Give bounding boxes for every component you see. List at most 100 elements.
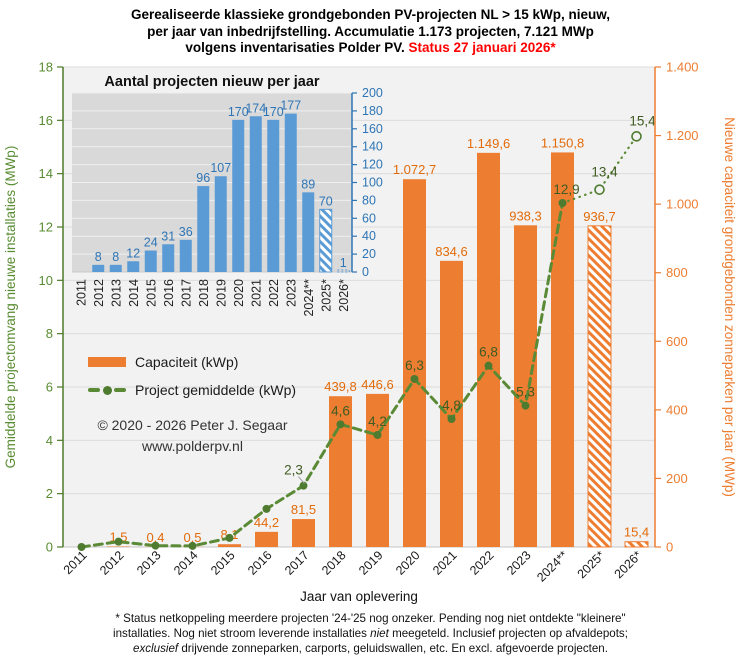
inset-x-axis-tick-label: 2023: [284, 279, 298, 307]
x-axis-tick-label: 2012: [97, 548, 127, 578]
inset-y-axis-tick-label: 60: [362, 211, 376, 225]
inset-x-axis-tick-label: 2020: [232, 279, 246, 307]
inset-x-axis-tick-label: 2015: [144, 279, 158, 307]
line-label: 6,3: [405, 358, 424, 373]
capacity-bar: [329, 396, 352, 547]
capacity-bar: [477, 152, 500, 547]
line-marker: [410, 375, 419, 383]
inset-bar: [109, 264, 122, 272]
capacity-bar-label: 0,4: [146, 530, 164, 545]
x-axis-tick-label: 2025*: [575, 548, 608, 581]
line-label: 12,9: [553, 182, 579, 197]
chart-title-line2: per jaar van inbedrijfstelling. Accumula…: [147, 23, 594, 39]
copyright-line1: © 2020 - 2026 Peter J. Segaar: [97, 417, 288, 433]
capacity-swatch: [88, 357, 126, 367]
capacity-bar-label: 1.149,6: [467, 136, 510, 151]
inset-x-axis-tick-label: 2013: [109, 279, 123, 307]
line-marker: [521, 401, 530, 410]
right-axis-tick-label: 800: [666, 265, 688, 280]
right-axis-tick-label: 1.400: [666, 60, 699, 75]
line-marker: [188, 541, 197, 550]
inset-bar: [214, 176, 227, 272]
line-marker: [225, 533, 234, 542]
right-axis-tick-label: 0: [666, 540, 673, 555]
right-axis-tick-label: 200: [666, 471, 688, 486]
inset-y-axis-tick-label: 40: [362, 229, 376, 243]
inset-bar: [162, 244, 175, 272]
inset-x-axis-tick-label: 2021: [249, 279, 263, 307]
capacity-bar-label: 44,2: [254, 515, 279, 530]
left-axis-tick-label: 10: [39, 273, 53, 288]
inset-bar: [127, 261, 140, 272]
inset-bar: [197, 186, 210, 272]
line-label: 4,2: [368, 414, 387, 429]
x-axis-tick-label: 2019: [356, 548, 386, 578]
x-axis-tick-label: 2015: [208, 548, 238, 578]
legend: Capaciteit (kWp) Project gemiddelde (kWp…: [88, 351, 296, 407]
capacity-bar: [440, 260, 463, 547]
inset-x-axis-tick-label: 2018: [197, 279, 211, 307]
capacity-bar: [255, 531, 278, 547]
chart-title-line3-black: volgens inventarisaties Polder PV.: [185, 40, 409, 55]
copyright-line2: www.polderpv.nl: [142, 438, 243, 454]
footnote-line: * Status netkoppeling meerdere projecten…: [115, 612, 626, 625]
inset-x-axis-tick-label: 2014: [127, 279, 141, 307]
copyright: © 2020 - 2026 Peter J. Segaar www.polder…: [80, 415, 305, 457]
inset-y-axis-tick-label: 80: [362, 193, 376, 207]
inset-bar-label: 70: [319, 194, 333, 208]
left-axis-tick-label: 8: [46, 326, 53, 341]
project-average-line: [80, 201, 564, 549]
x-axis-tick-label: 2022: [467, 548, 497, 578]
capacity-bar-label: 938,3: [509, 208, 542, 223]
inset-bar-label: 107: [210, 161, 231, 175]
average-swatch: [88, 385, 126, 395]
line-marker: [114, 537, 123, 546]
inset-bar: [302, 192, 315, 272]
capacity-bar-label: 0,5: [183, 530, 201, 545]
legend-item-average: Project gemiddelde (kWp): [88, 379, 296, 401]
capacity-bar-label: 15,4: [624, 525, 649, 540]
footnote: * Status netkoppeling meerdere projecten…: [0, 611, 741, 656]
footnote-line: installaties. Nog niet stroom leverende …: [113, 627, 628, 641]
inset-x-axis-tick-label: 2019: [214, 279, 228, 307]
left-axis-tick-label: 18: [39, 60, 53, 75]
inset-y-axis-tick-label: 140: [362, 140, 383, 154]
right-axis-tick-label: 400: [666, 402, 688, 417]
dash-icon: [88, 388, 100, 392]
line-label: 4,8: [442, 398, 461, 413]
main-chart: 1,50,40,58,144,281,5439,8446,61.072,7834…: [3, 60, 737, 605]
line-marker: [151, 541, 160, 550]
footnote-line: exclusief drijvende zonneparken, carport…: [133, 642, 608, 656]
line-label: 5,3: [516, 385, 535, 400]
inset-bar-label: 170: [228, 105, 249, 119]
inset-bar-label: 1: [340, 256, 347, 270]
capacity-bar: [292, 519, 315, 547]
capacity-bar: [587, 225, 612, 548]
right-axis-title: Nieuwe capaciteit grondgebonden zonnepar…: [722, 117, 737, 497]
inset-bar-label: 36: [179, 225, 193, 239]
x-axis-title: Jaar van oplevering: [300, 589, 418, 604]
inset-y-axis-tick-label: 20: [362, 247, 376, 261]
inset-x-axis-tick-label: 2024**: [302, 279, 316, 317]
inset-y-axis-tick-label: 100: [362, 176, 383, 190]
capacity-bar: [624, 541, 649, 548]
inset-bar-label: 8: [95, 250, 102, 264]
capacity-bar-label: 81,5: [291, 502, 316, 517]
capacity-bar: [514, 225, 537, 547]
legend-item-capacity: Capaciteit (kWp): [88, 351, 296, 373]
inset-bar: [232, 119, 245, 272]
inset-bar-label: 170: [263, 105, 284, 119]
x-axis-tick-label: 2014: [171, 548, 201, 578]
x-axis-tick-label: 2018: [319, 548, 349, 578]
left-axis-tick-label: 12: [39, 220, 53, 235]
inset-bar: [179, 239, 192, 272]
dash-icon: [114, 388, 126, 392]
inset-bar-label: 89: [301, 177, 315, 191]
inset-y-axis-tick-label: 180: [362, 104, 383, 118]
inset-bar-label: 177: [280, 99, 301, 113]
x-axis-tick-label: 2013: [134, 548, 164, 578]
inset-bar-label: 24: [144, 236, 158, 250]
inset-bar-dotted: [336, 269, 350, 273]
right-axis-tick-label: 1.200: [666, 128, 699, 143]
